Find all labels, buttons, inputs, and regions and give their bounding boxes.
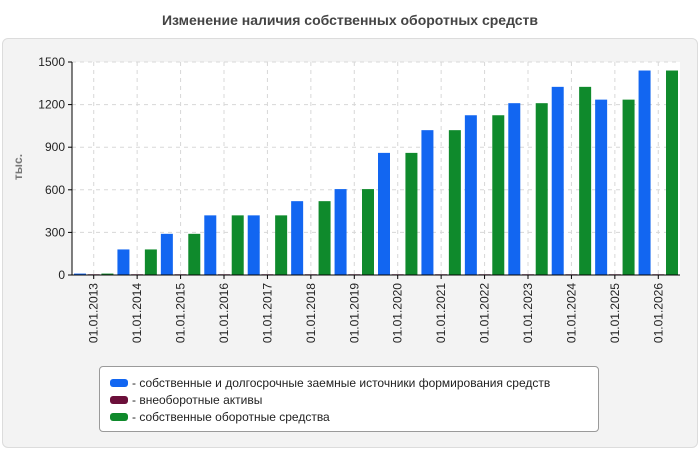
x-tick-label: 01.01.2020: [391, 283, 405, 343]
legend-label-working-capital: - собственные оборотные средства: [132, 409, 330, 424]
bar-series-0-7: [378, 152, 390, 275]
x-tick-label: 01.01.2026: [651, 283, 665, 343]
bar-series-2-2: [188, 233, 201, 275]
bar-series-2-7: [405, 152, 418, 275]
bar-series-0-4: [247, 215, 260, 275]
legend-swatch-noncurrent: [110, 395, 128, 404]
bar-series-2-3: [231, 215, 244, 275]
bar-series-2-9: [492, 115, 505, 275]
x-tick-label: 01.01.2023: [521, 283, 535, 343]
x-tick-label: 01.01.2025: [608, 283, 622, 343]
bar-series-2-6: [362, 189, 374, 275]
bar-series-2-0: [101, 273, 114, 275]
y-tick-label: 1500: [38, 55, 65, 69]
x-tick-label: 01.01.2024: [564, 283, 578, 343]
bar-series-2-4: [275, 215, 288, 275]
legend: - собственные и долгосрочные заемные ист…: [99, 366, 599, 432]
bar-series-0-6: [334, 189, 347, 275]
bar-series-0-12: [595, 99, 608, 275]
bar-series-2-1: [144, 249, 157, 275]
x-tick-label: 01.01.2018: [304, 283, 318, 343]
bar-series-0-1: [117, 249, 130, 275]
bar-series-2-5: [318, 201, 331, 275]
x-tick-label: 01.01.2013: [87, 283, 101, 343]
y-tick-label: 900: [45, 140, 65, 154]
legend-swatch-working-capital: [110, 412, 128, 421]
x-tick-label: 01.01.2015: [174, 283, 188, 343]
bar-series-0-11: [551, 86, 564, 275]
y-tick-label: 300: [45, 225, 65, 239]
x-tick-labels: 01.01.2013 01.01.2014 01.01.2015 01.01.2016…: [87, 283, 666, 343]
y-tick-label: 600: [45, 183, 65, 197]
legend-item-sources: - собственные и долгосрочные заемные ист…: [110, 374, 588, 391]
y-axis-label-wrap: тыс.: [6, 140, 30, 200]
legend-label-sources: - собственные и долгосрочные заемные ист…: [132, 375, 551, 390]
y-tick-label: 1200: [38, 98, 65, 112]
x-tick-label: 01.01.2014: [130, 283, 144, 343]
legend-label-noncurrent: - внеоборотные активы: [132, 392, 263, 407]
x-tick-label: 01.01.2016: [217, 283, 231, 343]
bar-series-0-0: [74, 273, 86, 275]
bar-series-2-11: [579, 86, 592, 275]
bar-series-2-13: [666, 70, 678, 276]
axes: [68, 61, 680, 279]
bar-series-0-5: [291, 201, 304, 275]
legend-item-working-capital: - собственные оборотные средства: [110, 408, 588, 425]
bar-series-0-13: [638, 70, 651, 276]
x-tick-label: 01.01.2017: [260, 283, 274, 343]
legend-item-noncurrent: - внеоборотные активы: [110, 391, 588, 408]
y-axis-label: тыс.: [11, 153, 25, 181]
bar-series-2-10: [535, 103, 548, 276]
x-tick-label: 01.01.2022: [478, 283, 492, 343]
bar-series-0-3: [204, 215, 217, 275]
bar-series-2-8: [448, 130, 461, 275]
plot-area: [72, 62, 680, 275]
bar-series-2-12: [622, 99, 635, 275]
x-tick-label: 01.01.2021: [434, 283, 448, 343]
legend-swatch-sources: [110, 378, 128, 387]
x-tick-label: 01.01.2019: [347, 283, 361, 343]
bar-series-0-2: [160, 233, 173, 275]
y-tick-label: 0: [58, 268, 65, 282]
bars-group: [74, 70, 678, 276]
chart-title: Изменение наличия собственных оборотных …: [161, 12, 539, 28]
bar-series-0-10: [508, 103, 521, 276]
plot-background: [72, 62, 680, 275]
y-tick-labels: 0 300 600 900 1200 1500: [38, 55, 65, 282]
bar-series-0-8: [421, 130, 434, 275]
bar-series-0-9: [464, 115, 477, 275]
